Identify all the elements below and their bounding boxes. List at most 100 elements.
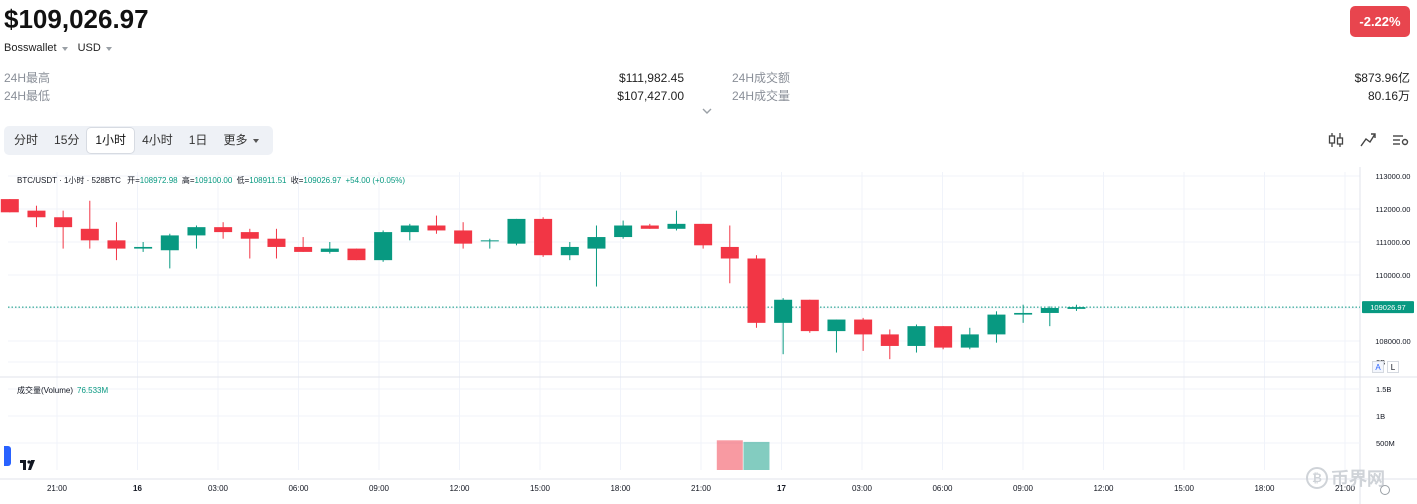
candle-body <box>880 334 899 346</box>
settings-gear-icon[interactable] <box>1380 485 1390 495</box>
candle-body <box>54 217 73 228</box>
legend-close: 109026.97 <box>303 176 342 185</box>
candle-body <box>80 228 99 241</box>
auto-scale-button[interactable]: A <box>1372 361 1384 373</box>
candle-body <box>720 246 739 259</box>
tab-1h[interactable]: 1小时 <box>87 128 135 153</box>
stat-value: $107,427.00 <box>617 89 684 103</box>
time-axis-label: 03:00 <box>852 484 873 493</box>
currency-selector[interactable]: USD <box>78 42 112 54</box>
candle-body <box>240 232 259 239</box>
candle-body <box>987 314 1006 335</box>
candlestick-chart[interactable]: 21:00 16 03:00 06:00 09:00 12:00 15:00 18:00 21:… <box>0 167 1417 504</box>
stat-label: 24H成交量 <box>732 89 791 103</box>
candle-body <box>214 227 233 233</box>
tab-more-label: 更多 <box>223 133 248 147</box>
volume-legend-value: 76.533M <box>77 386 109 395</box>
price-change-badge: -2.22% <box>1350 6 1410 37</box>
legend-high-label: 高= <box>181 176 195 185</box>
candle-body <box>294 246 313 252</box>
log-scale-button[interactable]: L <box>1387 361 1399 373</box>
candle-body <box>960 334 979 348</box>
candle-body <box>747 258 766 323</box>
candle-body <box>614 225 633 238</box>
volume-axis-tick: 1.5B <box>1376 385 1391 394</box>
legend-close-label: 收= <box>290 176 304 185</box>
stat-24h-turnover: 24H成交额 $873.96亿 <box>732 70 1410 86</box>
volume-bar <box>716 440 743 470</box>
stat-24h-low: 24H最低 $107,427.00 <box>4 88 684 104</box>
candles-icon[interactable] <box>1326 130 1346 150</box>
stat-label: 24H最高 <box>4 71 51 85</box>
chevron-down-icon <box>253 139 260 143</box>
price-axis-tick: 112000.00 <box>1376 205 1411 214</box>
candle-body <box>160 235 179 251</box>
candle-body <box>0 199 19 213</box>
time-axis-label: 18:00 <box>1254 484 1275 493</box>
tab-more[interactable]: 更多 <box>215 128 267 153</box>
stat-value: $873.96亿 <box>1354 71 1410 85</box>
candle-body <box>267 238 286 247</box>
wallet-selector[interactable]: Bosswallet <box>4 42 68 54</box>
chart-area[interactable]: 21:00 16 03:00 06:00 09:00 12:00 15:00 18:00 21:… <box>0 167 1417 504</box>
price-axis-tick: 108000.00 <box>1375 337 1410 346</box>
legend-open-label: 开= <box>127 176 140 185</box>
last-price-tag <box>1362 301 1414 314</box>
time-axis-label: 06:00 <box>288 484 309 493</box>
tab-time-share[interactable]: 分时 <box>14 133 39 147</box>
side-panel-toggle[interactable] <box>4 446 11 466</box>
candle-body <box>347 248 366 261</box>
price-axis-tick: 110000.00 <box>1376 271 1411 280</box>
time-axis-label: 21:00 <box>1335 484 1356 493</box>
candle-body <box>134 246 153 249</box>
currency-selector-label: USD <box>77 42 101 54</box>
chevron-down-icon <box>105 46 112 51</box>
stat-24h-high: 24H最高 $111,982.45 <box>4 70 684 86</box>
time-axis-label: 16 <box>133 484 142 493</box>
time-axis-label: 12:00 <box>449 484 470 493</box>
last-price-tag-label: 109026.97 <box>1370 303 1405 312</box>
candle-body <box>507 218 526 244</box>
candle-body <box>427 225 446 231</box>
legend-open: 108972.98 <box>139 176 178 185</box>
legend-symbol: BTC/USDT · 1小时 · 528BTC <box>17 176 121 185</box>
selector-row: Bosswallet USD <box>4 42 112 54</box>
candle-body <box>1067 307 1086 309</box>
legend-low-label: 低= <box>236 176 250 185</box>
current-price: $109,026.97 <box>4 4 149 34</box>
candle-body <box>827 319 846 332</box>
time-axis-label: 12:00 <box>1093 484 1114 493</box>
candle-body <box>480 240 499 242</box>
time-axis-label: 18:00 <box>610 484 631 493</box>
tab-15m[interactable]: 15分 <box>54 133 80 147</box>
scale-buttons: A L <box>1372 361 1399 373</box>
coin-logo-icon: ₿ <box>1306 467 1328 489</box>
candle-body <box>640 225 659 229</box>
stat-value: $111,982.45 <box>619 71 684 85</box>
time-axis-label: 21:00 <box>691 484 712 493</box>
tradingview-logo-icon <box>20 460 35 470</box>
candle-body <box>27 210 46 218</box>
volume-bar <box>743 441 770 470</box>
time-axis-label: 21:00 <box>47 484 68 493</box>
candle-body <box>320 248 339 252</box>
time-axis-label: 06:00 <box>932 484 953 493</box>
tab-1d[interactable]: 1日 <box>188 133 208 147</box>
candle-body <box>907 326 926 346</box>
line-chart-icon[interactable] <box>1358 130 1378 150</box>
price-axis-tick: 113000.00 <box>1376 172 1411 181</box>
legend-change: +54.00 (+0.05%) <box>345 176 406 185</box>
candle-body <box>667 223 686 229</box>
watermark: ₿ 币界网 <box>1306 465 1385 491</box>
candle-body <box>694 223 713 246</box>
candle-body <box>534 218 553 256</box>
settings-icon[interactable] <box>1390 130 1410 150</box>
chart-legend: BTC/USDT · 1小时 · 528BTC 开=108972.98 高= 10… <box>17 175 405 186</box>
tab-4h[interactable]: 4小时 <box>142 133 173 147</box>
volume-axis-tick: 1B <box>1376 412 1385 421</box>
time-axis-label: 09:00 <box>369 484 390 493</box>
chevron-down-icon[interactable] <box>701 105 713 117</box>
candle-body <box>1040 308 1059 313</box>
volume-legend: 成交量(Volume) 76.533M <box>17 385 108 396</box>
candle-body <box>854 319 873 335</box>
